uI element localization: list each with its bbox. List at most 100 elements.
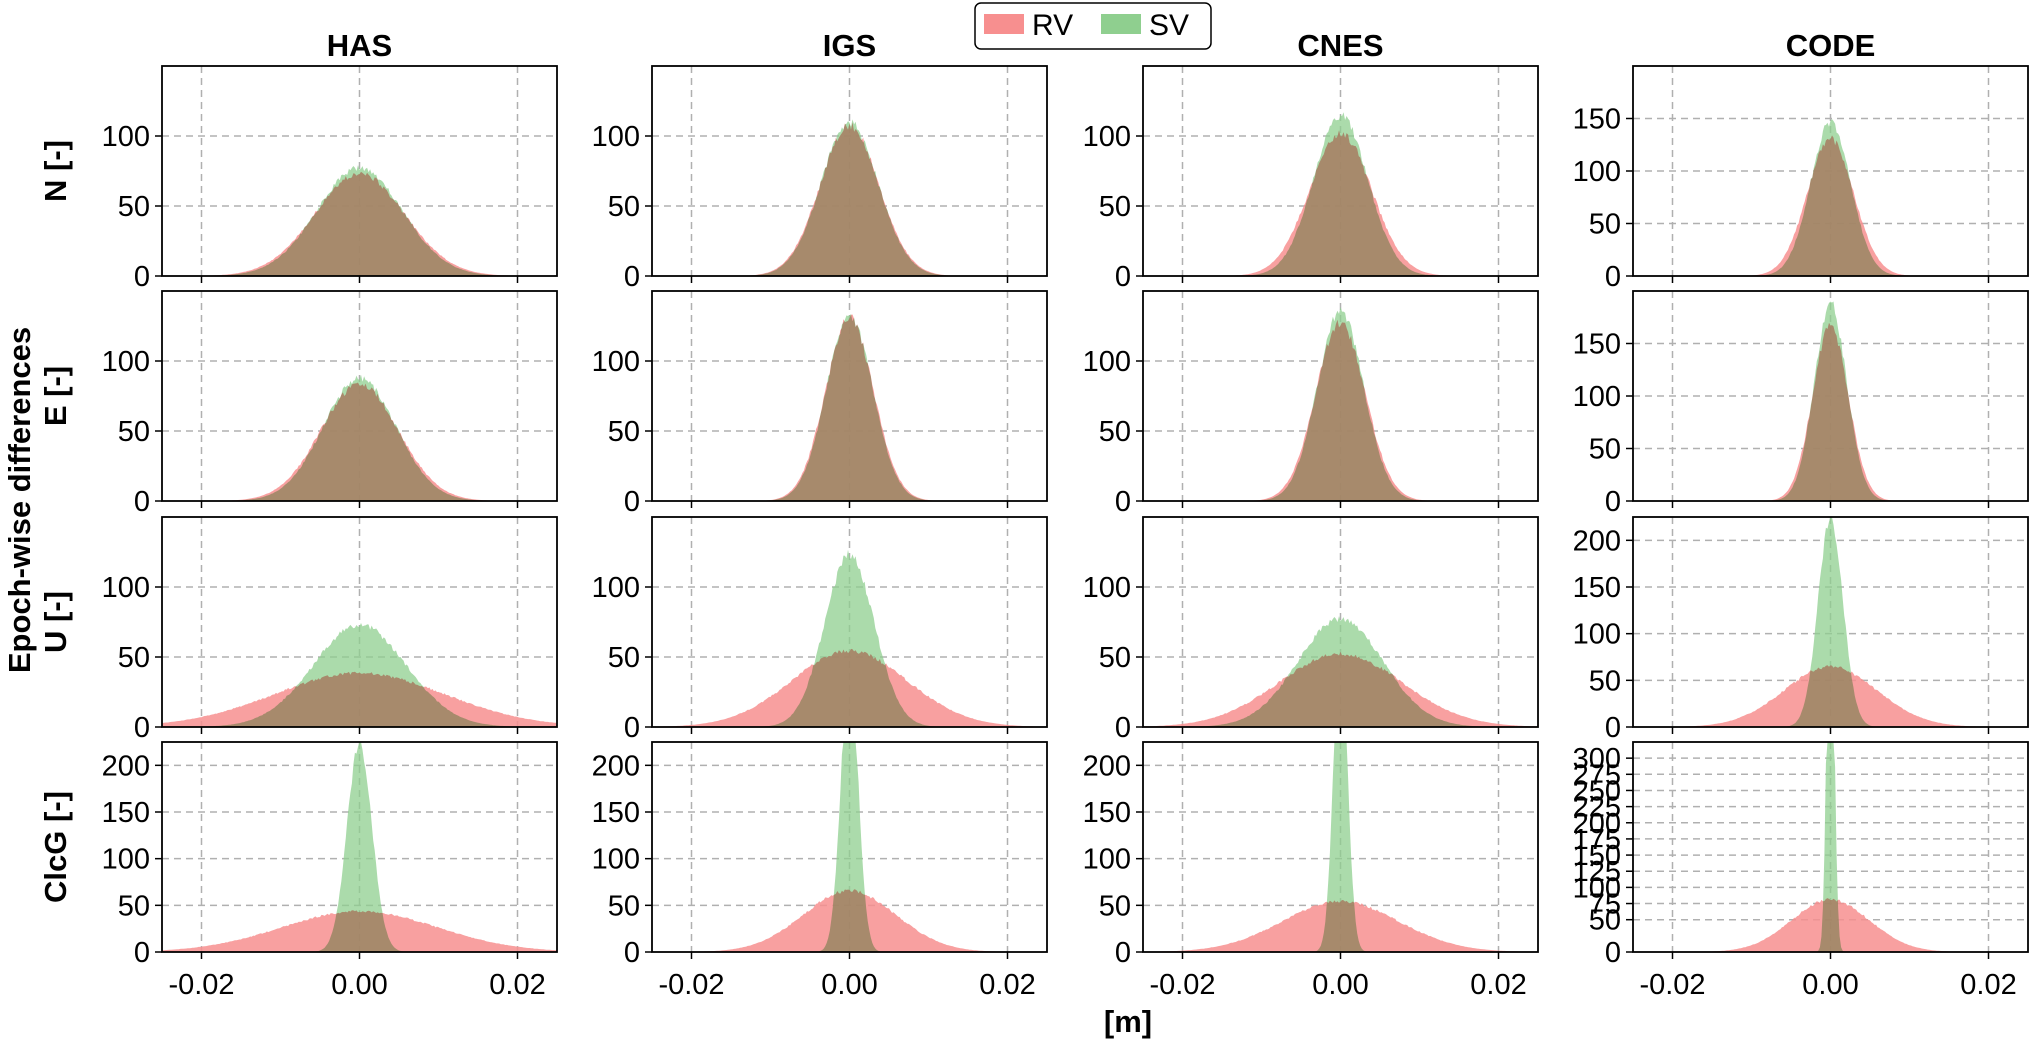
y-tick-label: 125 <box>1573 856 1621 888</box>
legend: RV SV <box>974 2 1212 50</box>
y-tick-label: 100 <box>592 572 640 604</box>
panel-clcg-igs: 0 50 100 150 200 -0.02 0.00 0.02 <box>592 741 1048 1001</box>
row-label-clcg: ClcG [-] <box>38 791 73 903</box>
y-tick-label: 200 <box>1573 808 1621 840</box>
column-title-code: CODE <box>1786 28 1876 63</box>
legend-label-rv: RV <box>1032 9 1073 42</box>
x-tick-label: 0.00 <box>1312 969 1368 1001</box>
figure-xlabel: [m] <box>1104 1004 1152 1039</box>
panel-n-code: 0 50 100 150 <box>1573 65 2029 293</box>
y-tick-label: 100 <box>102 346 150 378</box>
y-tick-label: 100 <box>102 844 150 876</box>
y-tick-label: 150 <box>1083 797 1131 829</box>
x-tick-label: 0.02 <box>1960 969 2016 1001</box>
x-tick-label: -0.02 <box>658 969 724 1001</box>
y-tick-label: 50 <box>1589 665 1621 697</box>
histogram-sv-u-cnes <box>1143 616 1538 727</box>
y-tick-label: 100 <box>592 844 640 876</box>
panel-clcg-cnes: 0 50 100 150 200 -0.02 0.00 0.02 <box>1083 741 1539 1001</box>
y-tick-label: 300 <box>1573 743 1621 775</box>
y-tick-label: 0 <box>624 486 640 518</box>
y-tick-label: 0 <box>624 261 640 293</box>
panel-e-igs: 0 50 100 <box>592 290 1048 518</box>
row-label-u: U [-] <box>38 591 73 653</box>
y-tick-label: 0 <box>624 937 640 969</box>
column-title-has: HAS <box>327 28 392 63</box>
figure-ylabel: Epoch-wise differences <box>2 327 37 673</box>
histogram-sv-n-igs <box>652 119 1047 276</box>
y-tick-label: 50 <box>608 890 640 922</box>
column-title-igs: IGS <box>823 28 876 63</box>
y-tick-label: 275 <box>1573 759 1621 791</box>
y-tick-label: 0 <box>134 261 150 293</box>
y-tick-label: 0 <box>1605 937 1621 969</box>
y-tick-label: 0 <box>1115 937 1131 969</box>
y-tick-label: 100 <box>1083 844 1131 876</box>
x-tick-label: -0.02 <box>168 969 234 1001</box>
column-title-cnes: CNES <box>1297 28 1383 63</box>
y-tick-label: 0 <box>134 486 150 518</box>
panel-e-code: 0 50 100 150 <box>1573 290 2029 518</box>
histogram-sv-e-has <box>162 374 557 501</box>
y-tick-label: 100 <box>592 346 640 378</box>
panel-u-igs: 0 50 100 <box>592 516 1048 744</box>
row-label-n: N [-] <box>38 140 73 202</box>
y-tick-label: 50 <box>1589 434 1621 466</box>
y-tick-label: 50 <box>608 191 640 223</box>
y-tick-label: 100 <box>1573 619 1621 651</box>
y-tick-label: 100 <box>1083 572 1131 604</box>
y-tick-label: 150 <box>592 797 640 829</box>
y-tick-label: 200 <box>1083 750 1131 782</box>
y-tick-label: 100 <box>1083 346 1131 378</box>
y-tick-label: 200 <box>102 750 150 782</box>
histogram-sv-e-code <box>1633 301 2028 501</box>
y-tick-label: 50 <box>1099 416 1131 448</box>
panel-e-has: 0 50 100 <box>102 290 558 518</box>
y-tick-label: 150 <box>1573 572 1621 604</box>
histogram-sv-e-cnes <box>1143 306 1538 501</box>
y-tick-label: 50 <box>1099 890 1131 922</box>
y-tick-label: 0 <box>134 712 150 744</box>
y-tick-label: 150 <box>1573 329 1621 361</box>
y-tick-label: 50 <box>608 416 640 448</box>
y-tick-label: 175 <box>1573 824 1621 856</box>
histogram-sv-n-has <box>162 165 557 276</box>
x-tick-label: -0.02 <box>1149 969 1215 1001</box>
y-tick-label: 150 <box>102 797 150 829</box>
panel-n-cnes: 0 50 100 <box>1083 65 1539 293</box>
y-tick-label: 100 <box>1083 121 1131 153</box>
histogram-sv-clcg-code <box>1633 742 2028 952</box>
y-tick-label: 50 <box>118 191 150 223</box>
legend-swatch-rv <box>984 14 1024 34</box>
histogram-sv-e-igs <box>652 314 1047 501</box>
x-tick-label: 0.02 <box>979 969 1035 1001</box>
y-tick-label: 50 <box>118 642 150 674</box>
panel-n-igs: 0 50 100 <box>592 65 1048 293</box>
y-tick-label: 50 <box>1589 209 1621 241</box>
x-tick-label: 0.02 <box>489 969 545 1001</box>
y-tick-label: 0 <box>624 712 640 744</box>
y-tick-label: 50 <box>1099 642 1131 674</box>
histogram-sv-u-has <box>162 623 557 727</box>
y-tick-label: 0 <box>1605 712 1621 744</box>
y-tick-label: 150 <box>1573 104 1621 136</box>
legend-label-sv: SV <box>1149 9 1189 42</box>
labels-layer: HAS IGS CNES CODE N [-] E [-] U [-] ClcG [-] Epo… <box>2 28 1875 1039</box>
legend-box <box>974 2 1212 50</box>
histogram-sv-clcg-igs <box>652 742 1047 952</box>
y-tick-label: 250 <box>1573 775 1621 807</box>
x-tick-label: -0.02 <box>1639 969 1705 1001</box>
y-tick-label: 100 <box>102 121 150 153</box>
y-tick-label: 225 <box>1573 792 1621 824</box>
y-tick-label: 0 <box>1115 712 1131 744</box>
histogram-sv-u-code <box>1633 517 2028 727</box>
histogram-sv-u-igs <box>652 549 1047 727</box>
y-tick-label: 0 <box>1115 486 1131 518</box>
y-tick-label: 0 <box>1605 261 1621 293</box>
panel-u-code: 0 50 100 150 200 <box>1573 516 2029 744</box>
y-tick-label: 100 <box>1573 381 1621 413</box>
histogram-sv-n-code <box>1633 119 2028 276</box>
y-tick-label: 50 <box>118 416 150 448</box>
